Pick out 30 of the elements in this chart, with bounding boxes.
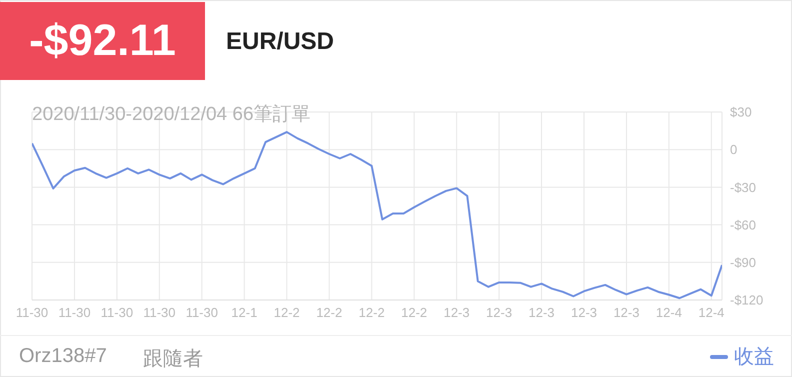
x-tick-label: 11-30 (58, 305, 91, 320)
legend-label: 收益 (734, 345, 774, 370)
x-tick-label: 12-2 (401, 305, 428, 320)
x-tick-label: 12-3 (570, 305, 598, 320)
y-tick-label: -$120 (730, 292, 764, 308)
y-tick-label: -$30 (730, 180, 756, 195)
text: 跟隨者 (143, 347, 203, 372)
x-tick-label: 12-3 (486, 305, 512, 320)
x-tick-label: 12-3 (613, 305, 640, 320)
x-tick-label: 12-2 (316, 305, 342, 320)
x-tick-label: 11-30 (186, 305, 218, 320)
x-tick-label: 11-30 (143, 305, 176, 320)
text: Orz138#7 (19, 345, 107, 368)
x-tick-label: 12-2 (274, 305, 300, 320)
line-series (32, 131, 722, 300)
chart-subtitle: 2020/11/30-2020/12/04 66筆訂單 (32, 103, 311, 127)
text: -$92.11 (0, 2, 205, 80)
x-tick-label: 12-2 (358, 305, 385, 320)
x-tick-label: 12-3 (444, 305, 470, 320)
y-tick-label: $30 (730, 104, 752, 120)
x-tick-label: 11-30 (100, 305, 134, 320)
x-tick-label: 12-4 (698, 305, 724, 320)
chart-title: EUR/USD (226, 28, 334, 56)
y-tick-label: -$90 (730, 255, 756, 270)
y-tick-label: 0 (730, 142, 738, 158)
x-tick-label: 11-30 (16, 305, 48, 320)
x-tick-label: 12-4 (656, 305, 682, 320)
y-tick-label: -$60 (730, 217, 756, 232)
x-tick-label: 12-1 (231, 305, 258, 320)
x-tick-label: 12-3 (528, 305, 555, 320)
